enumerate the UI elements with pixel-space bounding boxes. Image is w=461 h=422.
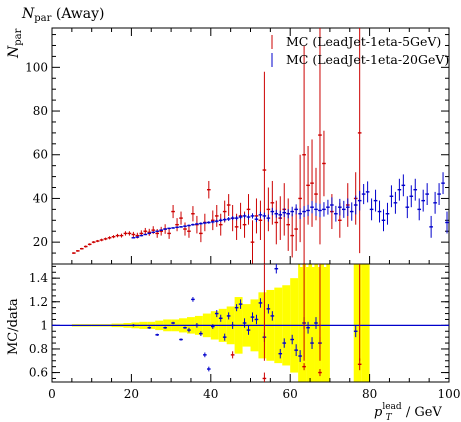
band-segment bbox=[306, 264, 315, 382]
band-gap bbox=[252, 264, 255, 267]
band-gap bbox=[234, 264, 238, 267]
top-ylabel: Npar bbox=[6, 28, 24, 59]
bottom-xtick-label: 0 bbox=[48, 387, 56, 401]
bottom-marks bbox=[52, 264, 449, 382]
band-segment bbox=[298, 264, 307, 382]
top-ytick-label: 80 bbox=[33, 104, 48, 118]
legend-label-0: MC (LeadJet-1eta-5GeV) bbox=[286, 34, 441, 49]
top-marks bbox=[72, 28, 449, 264]
chart-title: Npar (Away) bbox=[21, 6, 105, 24]
xlabel-main: p bbox=[374, 405, 383, 420]
xlabel-sub: T bbox=[386, 413, 393, 422]
band-gap bbox=[210, 264, 214, 267]
band-gap bbox=[312, 264, 315, 267]
band-gap bbox=[294, 264, 297, 267]
bottom-ytick-label: 1.4 bbox=[29, 271, 48, 285]
top-ticks: 20 40 60 80 100 bbox=[25, 28, 450, 264]
band-gap bbox=[323, 264, 327, 267]
bottom-ytick-label: 1.2 bbox=[29, 295, 48, 309]
bottom-xtick-label: 80 bbox=[362, 387, 377, 401]
top-ytick-label: 100 bbox=[25, 60, 48, 74]
band-gap bbox=[288, 264, 291, 267]
bottom-ticks: 0.6 0.8 1 1.2 1.4 0 20 40 60 80 100 bbox=[29, 265, 461, 401]
band-gap bbox=[246, 264, 249, 267]
bottom-xtick-label: 100 bbox=[438, 387, 461, 401]
band-gap bbox=[282, 264, 285, 267]
title-sub: par bbox=[34, 13, 51, 24]
xlabel-sup: lead bbox=[382, 402, 402, 412]
legend: MC (LeadJet-1eta-5GeV) MC (LeadJet-1eta-2… bbox=[271, 34, 449, 67]
band-gap bbox=[270, 264, 273, 267]
band-gap bbox=[216, 264, 220, 267]
bottom-xlabel: plead T / GeV bbox=[374, 402, 442, 422]
band-segment bbox=[314, 264, 322, 382]
band-gap bbox=[240, 264, 243, 267]
band-segment bbox=[361, 264, 370, 382]
band-gap bbox=[222, 264, 226, 267]
bottom-xtick-label: 60 bbox=[283, 387, 298, 401]
legend-label-1: MC (LeadJet-1eta-20GeV) bbox=[286, 52, 449, 67]
bottom-ytick-label: 0.6 bbox=[29, 366, 48, 380]
band-segment bbox=[321, 264, 330, 382]
bottom-ytick-label: 1 bbox=[40, 318, 48, 332]
band-gap bbox=[276, 264, 279, 267]
top-ytick-label: 40 bbox=[33, 191, 48, 205]
title-rest: (Away) bbox=[51, 6, 104, 22]
bottom-panel: 0.6 0.8 1 1.2 1.4 0 20 40 60 80 100 MC/data plead T… bbox=[6, 263, 461, 422]
band-gap bbox=[300, 264, 303, 267]
xlabel-rest: / GeV bbox=[402, 405, 443, 420]
bottom-ytick-label: 0.8 bbox=[29, 342, 48, 356]
band-gap bbox=[228, 264, 232, 267]
top-ytick-label: 20 bbox=[33, 235, 48, 249]
bottom-ylabel: MC/data bbox=[6, 298, 21, 355]
band-gap bbox=[306, 264, 309, 267]
bottom-xtick-label: 20 bbox=[124, 387, 139, 401]
ratio-uncertainty-band bbox=[71, 264, 370, 382]
top-ylabel-main: N bbox=[6, 45, 22, 59]
title-main: N bbox=[21, 6, 35, 22]
top-ytick-label: 60 bbox=[33, 148, 48, 162]
band-gap bbox=[317, 264, 321, 267]
band-segment bbox=[353, 264, 362, 382]
top-ylabel-sub: par bbox=[13, 28, 24, 45]
band-gap bbox=[258, 264, 261, 267]
bottom-xtick-label: 40 bbox=[203, 387, 218, 401]
band-gap bbox=[264, 264, 267, 267]
